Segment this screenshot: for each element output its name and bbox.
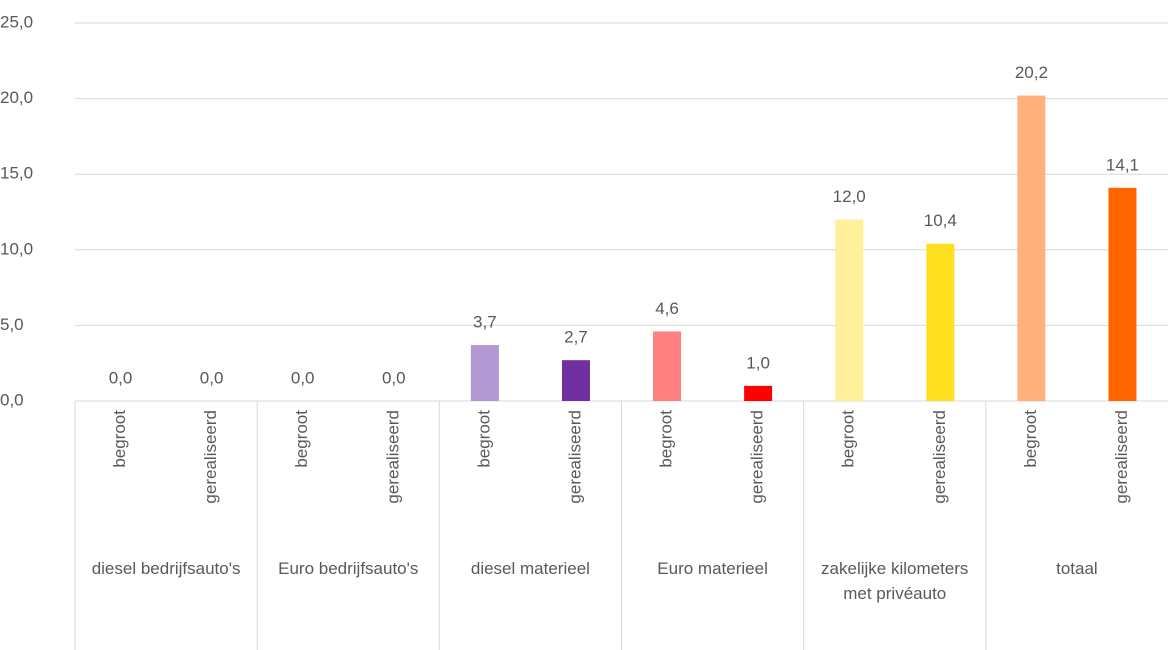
x-tick-label: gerealiseerd bbox=[1112, 410, 1131, 504]
x-tick-label: gerealiseerd bbox=[748, 410, 767, 504]
x-tick-label: begroot bbox=[474, 410, 493, 468]
group-label: diesel materieel bbox=[470, 559, 590, 578]
x-tick-label: gerealiseerd bbox=[930, 410, 949, 504]
group-label: zakelijke kilometers met privéauto bbox=[821, 559, 969, 603]
y-tick-label: 25,0 bbox=[0, 12, 33, 31]
data-label: 0,0 bbox=[382, 368, 406, 387]
data-label: 2,7 bbox=[564, 328, 588, 347]
data-label: 0,0 bbox=[200, 368, 224, 387]
x-tick-label: begroot bbox=[839, 410, 858, 468]
group-label: Euro materieel bbox=[657, 559, 768, 578]
bar bbox=[926, 243, 955, 401]
group-label: Euro bedrijfsauto's bbox=[278, 559, 419, 578]
data-label: 20,2 bbox=[1015, 63, 1048, 82]
bar bbox=[653, 331, 682, 401]
group-label: totaal bbox=[1056, 559, 1098, 578]
x-tick-label: begroot bbox=[292, 410, 311, 468]
group-label: diesel bedrijfsauto's bbox=[91, 559, 241, 578]
bar bbox=[1108, 187, 1137, 401]
y-tick-label: 15,0 bbox=[0, 164, 33, 183]
data-label: 1,0 bbox=[746, 353, 770, 372]
bar bbox=[744, 385, 773, 401]
y-tick-label: 10,0 bbox=[0, 239, 33, 258]
data-label: 0,0 bbox=[109, 368, 133, 387]
x-tick-label: gerealiseerd bbox=[383, 410, 402, 504]
y-tick-label: 20,0 bbox=[0, 88, 33, 107]
bar bbox=[1017, 95, 1046, 402]
data-label: 3,7 bbox=[473, 313, 497, 332]
x-tick-label: begroot bbox=[657, 410, 676, 468]
x-tick-label: gerealiseerd bbox=[565, 410, 584, 504]
bar bbox=[835, 219, 864, 401]
y-tick-label: 5,0 bbox=[0, 315, 24, 334]
bar bbox=[561, 360, 590, 401]
data-label: 10,4 bbox=[924, 211, 957, 230]
x-tick-label: begroot bbox=[110, 410, 129, 468]
data-label: 12,0 bbox=[833, 187, 866, 206]
data-label: 4,6 bbox=[655, 299, 679, 318]
x-tick-label: gerealiseerd bbox=[201, 410, 220, 504]
x-tick-label: begroot bbox=[1021, 410, 1040, 468]
y-tick-label: 0,0 bbox=[0, 390, 24, 409]
bar bbox=[470, 345, 499, 401]
data-label: 0,0 bbox=[291, 368, 315, 387]
data-label: 14,1 bbox=[1106, 155, 1139, 174]
